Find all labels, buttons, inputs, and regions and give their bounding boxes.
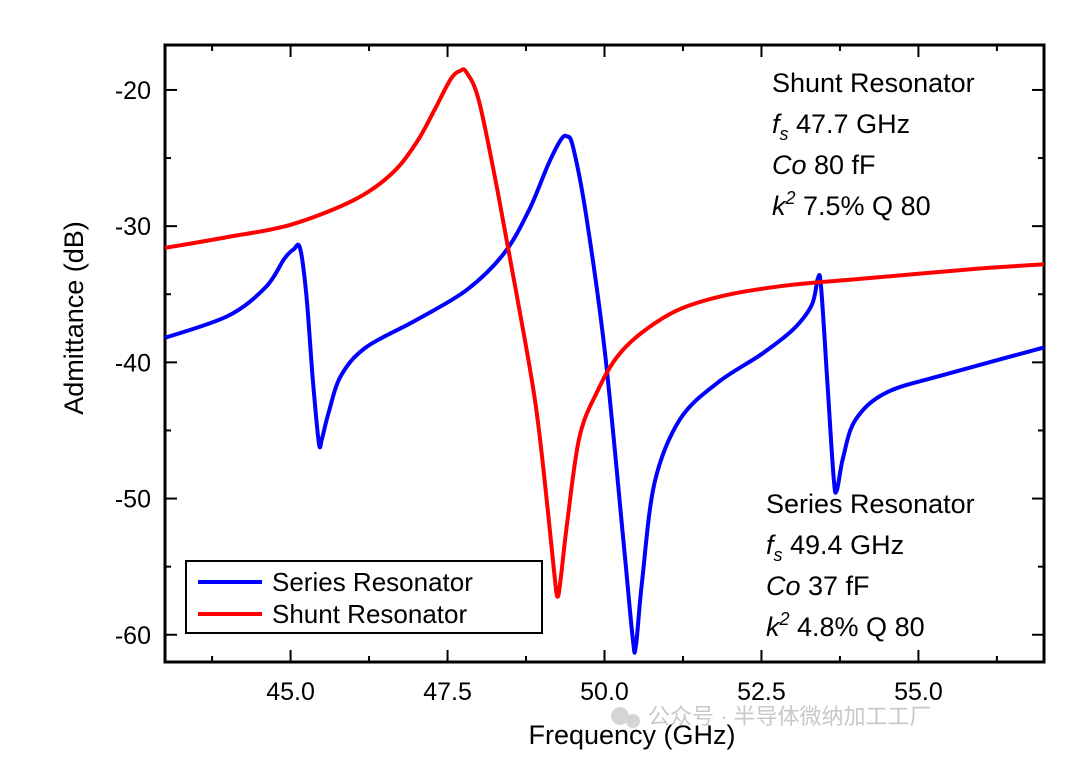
axis-ticks [165, 45, 1044, 662]
x-tick-label: 50.0 [580, 678, 629, 706]
tick-labels: 45.0 47.5 50.0 52.5 55.0 -20 -30 -40 -50 -60 [115, 77, 943, 706]
watermark: 公众号 · 半导体微纳加工工厂 [611, 704, 932, 729]
y-tick-label: -40 [115, 349, 151, 377]
legend-box [185, 560, 543, 634]
series-group [164, 67, 1045, 655]
x-tick-label: 52.5 [737, 678, 786, 706]
annotation-line: Series Resonator [766, 489, 975, 519]
watermark-text: 公众号 · 半导体微纳加工工厂 [648, 704, 932, 729]
y-tick-label: -50 [115, 486, 151, 514]
wechat-icon [611, 707, 629, 725]
series-line-series-resonator [164, 133, 1045, 655]
annotation-line: Co 80 fF [772, 150, 876, 180]
annotation-line: k2 4.8% Q 80 [766, 609, 925, 642]
y-axis-title: Admittance (dB) [59, 221, 89, 415]
y-tick-label: -20 [115, 77, 151, 105]
legend-label-shunt-resonator: Shunt Resonator [272, 599, 467, 629]
x-tick-label: 47.5 [423, 678, 472, 706]
annotation-line: Shunt Resonator [772, 68, 975, 98]
x-tick-label: 55.0 [894, 678, 943, 706]
y-tick-label: -30 [115, 213, 151, 241]
wechat-icon-secondary [626, 714, 640, 728]
legend-label-series-resonator: Series Resonator [272, 567, 473, 597]
series-line-shunt-resonator [164, 67, 1045, 599]
y-tick-label: -60 [115, 622, 151, 650]
annotation-line: fs 47.7 GHz [772, 109, 910, 144]
x-tick-label: 45.0 [266, 678, 315, 706]
annotation-line: k2 7.5% Q 80 [772, 188, 931, 221]
annotation-line: Co 37 fF [766, 571, 870, 601]
annotations: Shunt Resonator fs 47.7 GHz Co 80 fF k2 7.5… [766, 68, 975, 642]
annotation-line: fs 49.4 GHz [766, 530, 904, 565]
